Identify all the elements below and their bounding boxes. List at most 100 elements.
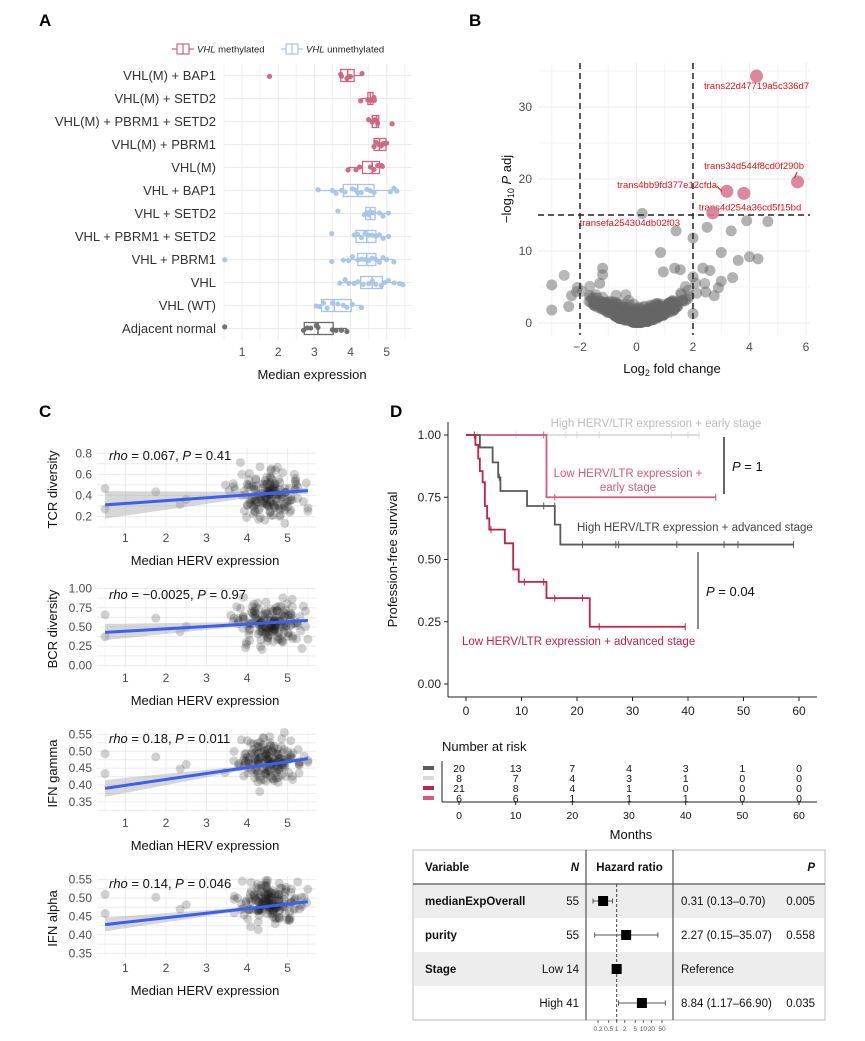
- volcano-point: [630, 310, 642, 322]
- scatter-point: [262, 608, 272, 618]
- data-point: [387, 189, 393, 195]
- volcano-point: [602, 297, 614, 309]
- volcano-point: [642, 308, 654, 320]
- scatter-point: [265, 612, 275, 622]
- scatter-point: [261, 623, 271, 633]
- volcano-point: [616, 311, 628, 323]
- volcano-point: [638, 313, 650, 325]
- scatter-point: [238, 592, 248, 602]
- volcano-point: [620, 312, 632, 324]
- scatter-point: [270, 625, 280, 635]
- volcano-point: [619, 312, 631, 324]
- scatter-point: [253, 768, 263, 778]
- scatter-point: [267, 493, 277, 503]
- volcano-point: [624, 299, 636, 311]
- scatter-point: [264, 502, 274, 512]
- volcano-point: [601, 302, 613, 314]
- volcano-point: [618, 309, 630, 321]
- scatter-point: [275, 494, 285, 504]
- volcano-point: [621, 306, 633, 318]
- volcano-point: [727, 272, 739, 284]
- volcano-point: [652, 305, 664, 317]
- volcano-point: [677, 295, 689, 307]
- risk-time-label: 50: [736, 810, 748, 822]
- volcano-point: [600, 304, 612, 316]
- annotation-part: rho: [109, 731, 128, 746]
- scatter-point: [274, 914, 284, 924]
- volcano-point: [633, 316, 645, 328]
- scatter-point: [175, 904, 185, 914]
- volcano-point: [642, 309, 654, 321]
- scatter-point: [241, 748, 251, 758]
- scatter-point: [274, 878, 284, 888]
- volcano-point: [680, 280, 692, 292]
- volcano-point: [636, 316, 648, 328]
- volcano-point: [620, 314, 632, 326]
- x-tick-label: 20: [570, 704, 584, 718]
- volcano-point: [648, 314, 660, 326]
- x-tick-label: 60: [792, 704, 806, 718]
- volcano-point: [626, 309, 638, 321]
- risk-count: 0: [739, 793, 745, 805]
- volcano-point: [589, 299, 601, 311]
- scatter-point: [262, 480, 272, 490]
- annotation-part: 0.011: [199, 731, 231, 746]
- volcano-point: [629, 306, 641, 318]
- volcano-point: [662, 304, 674, 316]
- scatter-point: [181, 759, 191, 769]
- scatter-point: [271, 496, 281, 506]
- scatter-points: [100, 875, 313, 935]
- risk-time-label: 10: [510, 810, 522, 822]
- volcano-point: [619, 301, 631, 313]
- volcano-point: [632, 315, 644, 327]
- volcano-point: [656, 307, 668, 319]
- volcano-point: [598, 303, 610, 315]
- volcano-point: [638, 310, 650, 322]
- volcano-point: [627, 314, 639, 326]
- data-point: [391, 280, 397, 286]
- risk-count: 3: [683, 763, 689, 775]
- volcano-point: [603, 301, 615, 313]
- series-label: early stage: [600, 482, 656, 494]
- scatter-point: [262, 500, 272, 510]
- scatter-point: [276, 883, 286, 893]
- scatter-point: [250, 613, 260, 623]
- scatter-point: [256, 752, 266, 762]
- annotation-part: rho: [109, 587, 128, 602]
- background-points: [546, 208, 774, 329]
- volcano-point: [638, 314, 650, 326]
- pvalue-value: = 0.04: [715, 584, 755, 599]
- row-p-value: 0.558: [786, 930, 815, 942]
- volcano-point: [621, 310, 633, 322]
- scatter-point: [252, 498, 262, 508]
- volcano-point: [609, 305, 621, 317]
- volcano-point: [656, 304, 668, 316]
- volcano-point: [589, 295, 601, 307]
- volcano-point: [622, 312, 634, 324]
- volcano-point: [752, 253, 764, 265]
- volcano-point: [630, 310, 642, 322]
- scatter-point: [261, 894, 271, 904]
- data-point: [222, 324, 228, 330]
- scatter-point: [280, 499, 290, 509]
- volcano-point: [628, 313, 640, 325]
- scatter-point: [256, 627, 266, 637]
- volcano-point: [629, 316, 641, 328]
- scatter-point: [236, 735, 246, 745]
- volcano-point: [620, 305, 632, 317]
- volcano-point: [608, 309, 620, 321]
- volcano-point: [622, 314, 634, 326]
- scatter-point: [272, 612, 282, 622]
- scatter-point: [262, 633, 272, 643]
- scatter-point: [272, 606, 282, 616]
- volcano-point: [616, 309, 628, 321]
- scatter-point: [100, 610, 110, 620]
- scatter-point: [275, 883, 285, 893]
- scatter-point: [265, 741, 275, 751]
- label-leader-line: [716, 185, 723, 192]
- scatter-point: [275, 477, 285, 487]
- data-point: [344, 304, 350, 310]
- scatter-point: [261, 629, 271, 639]
- volcano-point: [644, 299, 656, 311]
- scatter-point: [252, 883, 262, 893]
